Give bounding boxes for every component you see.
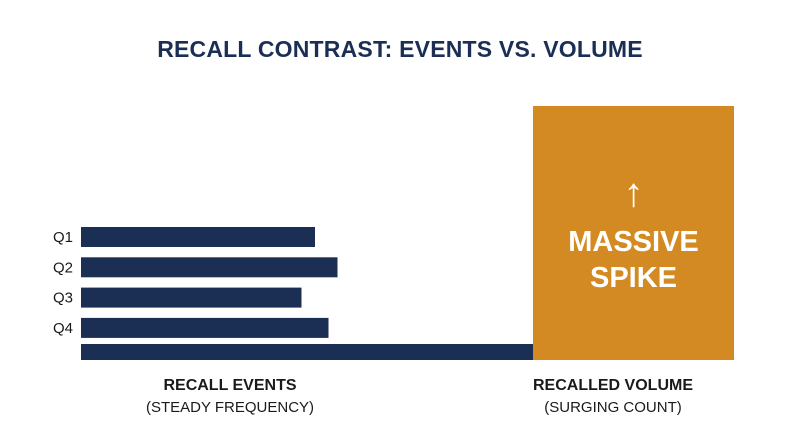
bar-q2: [81, 257, 338, 278]
spike-line-1: MASSIVE: [568, 226, 699, 258]
chart-title: RECALL CONTRAST: EVENTS VS. VOLUME: [157, 36, 643, 62]
volume-block: [533, 106, 734, 360]
volume-group-label: RECALLED VOLUME: [533, 377, 693, 394]
bar-q1: [81, 227, 315, 247]
events-group-sublabel: (STEADY FREQUENCY): [145, 399, 315, 416]
tick-label-q1: Q1: [53, 229, 73, 246]
baseline-bar: [81, 344, 533, 360]
tick-label-q2: Q2: [53, 259, 73, 276]
volume-group-sublabel: (SURGING COUNT): [544, 399, 682, 416]
tick-label-q4: Q4: [53, 320, 73, 337]
spike-line-2: SPIKE: [589, 262, 678, 294]
events-group-label: RECALL EVENTS: [163, 377, 297, 394]
up-arrow-icon: ↑: [623, 171, 644, 215]
bar-q3: [81, 287, 302, 308]
tick-label-q3: Q3: [53, 290, 73, 307]
bar-q4: [81, 317, 329, 338]
spike-annotation: MASSIVE SPIKE: [533, 224, 734, 296]
